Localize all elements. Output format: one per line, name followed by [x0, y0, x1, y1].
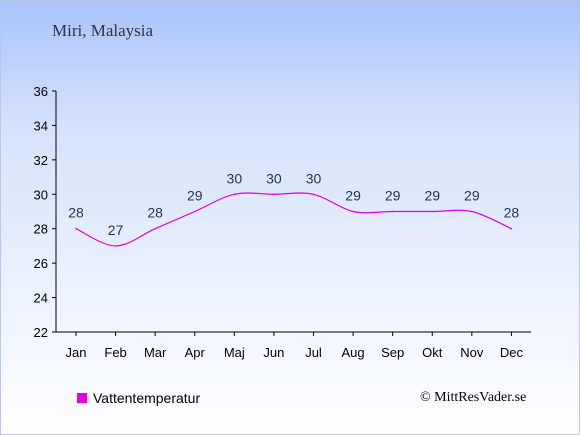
- data-point: [352, 210, 354, 213]
- x-tick-label: Jun: [263, 345, 284, 360]
- data-point: [114, 245, 117, 247]
- x-tick-label: Feb: [104, 345, 126, 360]
- x-tick-label: Apr: [185, 345, 206, 360]
- x-tick-labels: Jan Feb Mar Apr Maj Jun Jul Aug Sep Okt Nov Dec: [66, 345, 524, 360]
- data-label: 29: [464, 188, 480, 204]
- series-line-water-temperature: [75, 192, 512, 247]
- data-label: 29: [385, 188, 401, 204]
- y-tick-label: 24: [34, 291, 48, 306]
- data-label: 30: [306, 170, 322, 186]
- y-tick-label: 30: [34, 187, 48, 202]
- y-tick-label: 36: [34, 84, 48, 99]
- x-tick-label: Nov: [460, 345, 484, 360]
- data-labels: 28 27 28 29 30 30 30 29 29 29 29 28: [68, 170, 519, 238]
- series-group: [75, 192, 513, 247]
- data-label: 30: [227, 170, 243, 186]
- data-point: [154, 227, 156, 230]
- x-tick-label: Jan: [66, 345, 87, 360]
- data-point: [75, 227, 77, 230]
- y-tick-labels: 22 24 26 28 30 32 34 36: [34, 84, 48, 340]
- data-point: [510, 227, 513, 230]
- y-tick-label: 26: [34, 256, 48, 271]
- data-point: [391, 210, 394, 213]
- chart-axes: [52, 90, 531, 336]
- data-label: 27: [108, 222, 124, 238]
- data-point: [273, 193, 275, 196]
- data-label: 30: [266, 170, 282, 186]
- x-tick-label: Jul: [305, 345, 322, 360]
- y-tick-label: 34: [34, 118, 48, 133]
- x-tick-label: Aug: [342, 345, 365, 360]
- data-label: 29: [187, 188, 203, 204]
- x-tick-label: Mar: [144, 345, 167, 360]
- x-tick-label: Maj: [224, 345, 245, 360]
- legend: Vattentemperatur: [77, 390, 200, 406]
- data-label: 28: [147, 205, 163, 221]
- y-tick-label: 22: [34, 325, 48, 340]
- x-tick-label: Okt: [422, 345, 443, 360]
- credit-text[interactable]: © MittResVader.se: [420, 390, 527, 405]
- legend-label: Vattentemperatur: [93, 390, 201, 406]
- location-title: Miri, Malaysia: [52, 21, 154, 40]
- legend-swatch: [77, 393, 87, 403]
- data-label: 28: [504, 205, 520, 221]
- data-label: 29: [345, 188, 361, 204]
- data-label: 29: [424, 188, 440, 204]
- data-point: [233, 193, 236, 196]
- x-tick-label: Dec: [500, 345, 524, 360]
- data-label: 28: [68, 205, 84, 221]
- data-point: [471, 210, 473, 213]
- data-point: [312, 193, 315, 196]
- y-tick-label: 32: [34, 153, 48, 168]
- x-tick-label: Sep: [381, 345, 404, 360]
- data-point: [431, 210, 434, 213]
- y-tick-label: 28: [34, 222, 48, 237]
- data-point: [193, 210, 196, 213]
